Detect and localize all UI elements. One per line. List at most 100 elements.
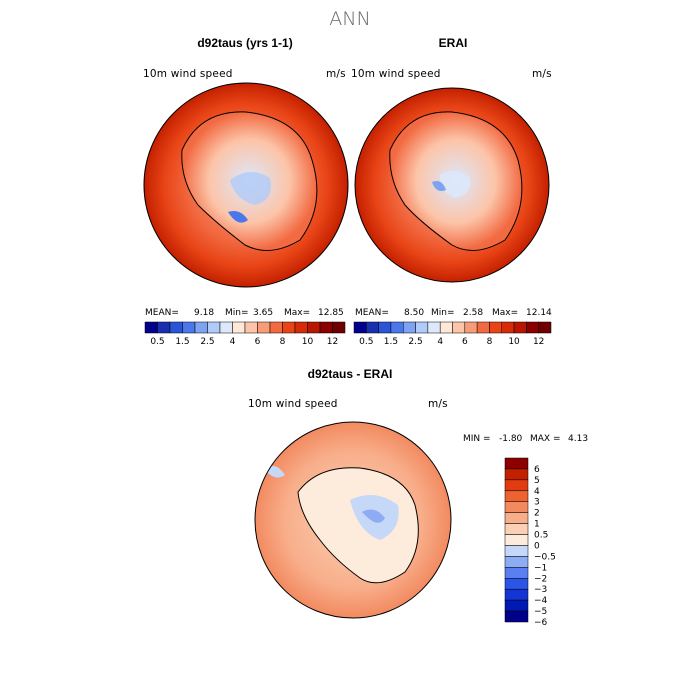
panel1-colorbar-tick-label: 6	[255, 337, 261, 347]
panel1-colorbar-swatch-7	[232, 321, 246, 334]
panel2-colorbar-tick-label: 2.5	[408, 337, 422, 347]
panel2-colorbar-swatch-1	[366, 321, 379, 334]
panel2-colorbar-swatch-8	[452, 321, 466, 334]
panel2-colorbar-tick-label: 6	[462, 337, 468, 347]
panel1-colorbar-swatch-11	[282, 321, 296, 334]
panel2-colorbar-tick-label: 4	[437, 337, 443, 347]
panel3-colorbar-tick-label: −4	[534, 596, 548, 606]
panel1-colorbar-swatch-2	[169, 321, 183, 334]
panel3-variable: 10m wind speed	[248, 398, 338, 410]
panel2-colorbar-swatch-14	[526, 321, 539, 334]
panel2-colorbar-swatch-15	[538, 321, 552, 334]
panel3-title: d92taus - ERAI	[307, 367, 393, 381]
panel1-colorbar-swatch-14	[319, 321, 333, 334]
panel3-colorbar-swatch-1	[504, 468, 529, 481]
panel2-colorbar-tick-label: 1.5	[384, 337, 398, 347]
panel1-title: d92taus (yrs 1-1)	[197, 36, 293, 50]
panel3-colorbar-tick-label: −5	[534, 607, 547, 617]
panel3-antarctica-outline	[297, 467, 419, 584]
panel3-colorbar-swatch-11	[504, 578, 529, 590]
panel2-colorbar-swatch-10	[476, 321, 490, 334]
panel1-colorbar-swatch-0	[144, 321, 158, 334]
panel3-colorbar-tick-label: 1	[534, 520, 540, 530]
panel3-colorbar-tick-label: −2	[534, 574, 547, 584]
panel2-variable: 10m wind speed	[351, 68, 441, 80]
panel3-colorbar-swatch-5	[504, 512, 529, 524]
panel1-colorbar-swatch-15	[332, 321, 346, 334]
panel3-colorbar-swatch-2	[504, 479, 529, 492]
panel1-colorbar-swatch-3	[182, 321, 196, 334]
panel1-colorbar-swatch-6	[219, 321, 233, 334]
panel3-colorbar-tick-label: 6	[534, 465, 540, 475]
panel1-colorbar-tick-label: 12	[327, 337, 338, 347]
panel3-units: m/s	[428, 398, 448, 410]
panel3-colorbar-tick-label: 5	[534, 476, 540, 486]
panel2-colorbar: 0.5 1.5 2.5 4 6 8 10 12	[353, 321, 552, 347]
panel3-colorbar-swatch-14	[504, 610, 529, 623]
panel2-colorbar-swatch-11	[489, 321, 502, 334]
panel3-min-value: -1.80	[499, 434, 523, 444]
panel3-max-label: MAX =	[530, 434, 561, 444]
panel2-colorbar-swatch-0	[353, 321, 367, 334]
panel1-colorbar-tick-label: 2.5	[200, 337, 214, 347]
panel2-colorbar-swatch-5	[415, 321, 429, 334]
panel1-colorbar-swatch-9	[257, 321, 271, 334]
panel2-colorbar-swatch-6	[427, 321, 441, 334]
panel3-colorbar-swatch-8	[504, 545, 529, 557]
panel3-map-border	[254, 421, 452, 619]
panel3-colorbar-swatch-3	[504, 490, 529, 502]
panel1-colorbar-tick-label: 4	[230, 337, 236, 347]
panel1-colorbar-tick-label: 1.5	[175, 337, 189, 347]
panel2-map-border	[354, 87, 550, 283]
panel2-colorbar-swatch-13	[513, 321, 527, 334]
panel3-colorbar-tick-label: 3	[534, 498, 540, 508]
panel1-variable: 10m wind speed	[143, 68, 233, 80]
panel2-colorbar-tick-label: 0.5	[359, 337, 373, 347]
panel2-min-value: 2.58	[463, 308, 484, 318]
panel2-colorbar-swatch-2	[378, 321, 392, 334]
panel3-colorbar-swatch-6	[504, 523, 529, 535]
panel3-colorbar-tick-label: −0.5	[534, 552, 556, 562]
panel1-colorbar-swatch-10	[269, 321, 283, 334]
panel3-colorbar-tick-label: 4	[534, 487, 540, 497]
panel1-colorbar-tick-label: 10	[302, 337, 314, 347]
panel3-colorbar-tick-label: 0	[534, 541, 540, 551]
panel2-mean-value: 8.50	[404, 308, 425, 318]
panel3-colorbar-tick-label: −6	[534, 618, 548, 628]
panel2-colorbar-tick-label: 10	[508, 337, 520, 347]
figure-title: ANN	[329, 8, 371, 30]
panel3-colorbar-tick-label: −1	[534, 563, 547, 573]
panel2-title: ERAI	[438, 36, 468, 50]
panel1-mean-label: MEAN=	[145, 308, 179, 318]
panel3-colorbar-tick-label: 2	[534, 509, 540, 519]
panel1-max-label: Max=	[284, 308, 311, 318]
panel1-colorbar-swatch-8	[244, 321, 258, 334]
panel3-colorbar-swatch-10	[504, 567, 529, 579]
panel3-colorbar-swatch-4	[504, 501, 529, 513]
panel1-max-value: 12.85	[318, 308, 344, 318]
panel2-units: m/s	[532, 68, 552, 80]
panel3-colorbar-tick-label: 0.5	[534, 531, 548, 541]
panel2-colorbar-swatch-3	[390, 321, 404, 334]
panel3-colorbar-swatch-13	[504, 599, 529, 612]
panel1-colorbar: 0.5 1.5 2.5 4 6 8 10 12	[144, 321, 346, 347]
panel1-units: m/s	[326, 68, 346, 80]
panel2-max-label: Max=	[492, 308, 519, 318]
panel1-colorbar-swatch-13	[307, 321, 321, 334]
panel2-mean-label: MEAN=	[355, 308, 389, 318]
panel2-colorbar-swatch-9	[464, 321, 478, 334]
panel3-colorbar-tick-label: −3	[534, 585, 547, 595]
panel1-colorbar-swatch-1	[157, 321, 171, 334]
panel1-mean-value: 9.18	[194, 308, 215, 318]
panel2-min-label: Min=	[431, 308, 455, 318]
panel1-colorbar-tick-label: 0.5	[150, 337, 164, 347]
panel3-max-value: 4.13	[568, 434, 589, 444]
panel2-colorbar-tick-label: 8	[487, 337, 493, 347]
panel3-colorbar-swatch-12	[504, 588, 529, 601]
panel1-colorbar-tick-label: 8	[280, 337, 286, 347]
panel3-colorbar-swatch-7	[504, 534, 529, 546]
panel3-min-label: MIN =	[463, 434, 491, 444]
panel1-colorbar-swatch-12	[294, 321, 308, 334]
